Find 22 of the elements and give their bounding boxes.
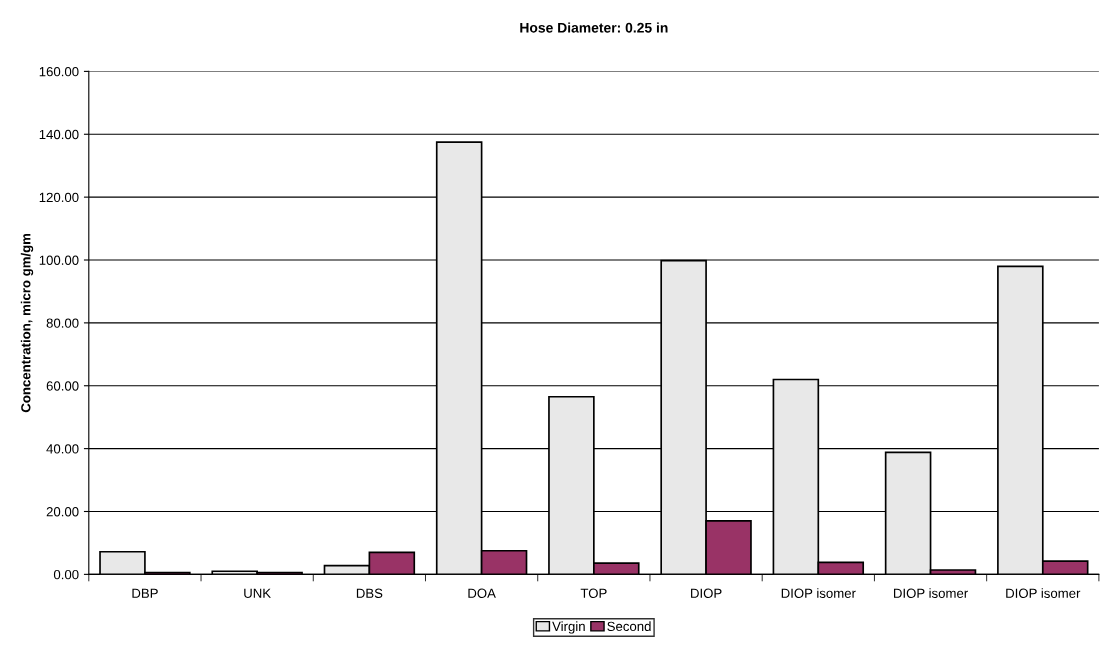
y-tick-label: 120.00 [39, 192, 79, 203]
x-tick-label: DBP [132, 588, 158, 598]
y-tick-label: 160.00 [39, 66, 79, 77]
x-tick-label: DIOP isomer [1006, 588, 1081, 598]
chart-title: Hose Diameter: 0.25 in [520, 22, 668, 33]
y-tick-label: 80.00 [46, 318, 79, 328]
x-tick-label: DIOP isomer [893, 588, 968, 598]
legend-label: Virgin [552, 621, 585, 634]
x-tick-label: TOP [580, 588, 607, 598]
legend-label: Second [607, 621, 651, 632]
x-tick-label: UNK [244, 588, 271, 598]
y-tick-label: 40.00 [46, 444, 79, 454]
y-axis-title: Concentration, micro gm/gm [20, 233, 34, 413]
y-tick-label: 140.00 [39, 129, 79, 140]
x-tick-label: DBS [356, 588, 383, 598]
x-tick-label: DOA [468, 588, 496, 598]
y-tick-label: 0.00 [53, 569, 79, 580]
y-tick-label: 20.00 [46, 507, 79, 517]
y-tick-label: 60.00 [46, 381, 79, 391]
x-tick-label: DIOP [691, 588, 722, 598]
y-tick-label: 100.00 [39, 255, 79, 265]
x-tick-label: DIOP isomer [781, 588, 856, 598]
